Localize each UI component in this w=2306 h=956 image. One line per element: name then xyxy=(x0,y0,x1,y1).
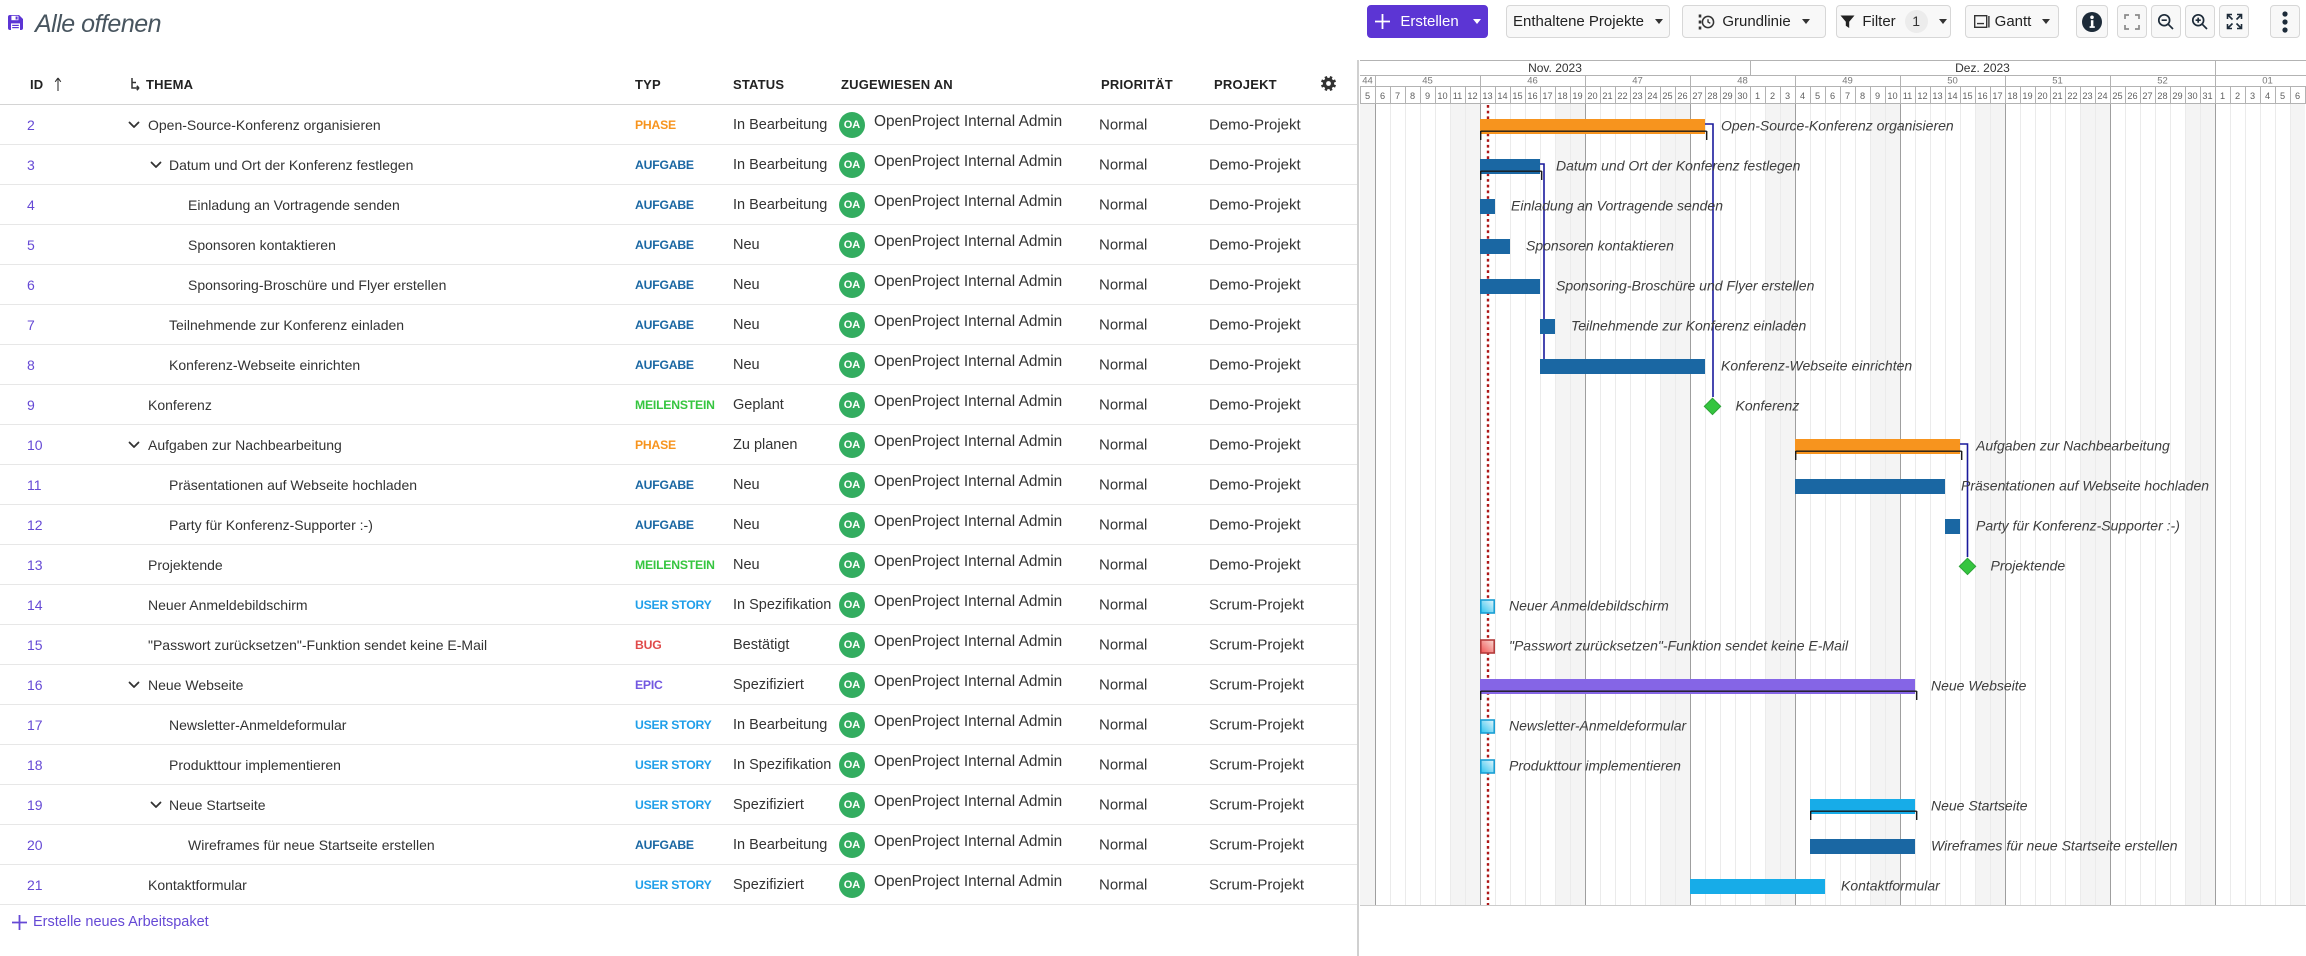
svg-text:12: 12 xyxy=(1917,91,1927,101)
svg-text:5: 5 xyxy=(1815,91,1820,101)
svg-text:24: 24 xyxy=(2097,91,2107,101)
svg-text:6: 6 xyxy=(2295,91,2300,101)
svg-text:3: 3 xyxy=(1785,91,1790,101)
svg-text:18: 18 xyxy=(2007,91,2017,101)
svg-text:18: 18 xyxy=(1557,91,1567,101)
svg-text:1: 1 xyxy=(1755,91,1760,101)
svg-text:12: 12 xyxy=(1467,91,1477,101)
svg-text:30: 30 xyxy=(1737,91,1747,101)
svg-text:Neue Startseite: Neue Startseite xyxy=(1931,798,2028,814)
svg-text:14: 14 xyxy=(1497,91,1507,101)
svg-text:15: 15 xyxy=(1512,91,1522,101)
svg-text:Kontaktformular: Kontaktformular xyxy=(1841,878,1941,894)
svg-text:44: 44 xyxy=(1362,76,1373,87)
svg-text:26: 26 xyxy=(2127,91,2137,101)
svg-text:2: 2 xyxy=(1770,91,1775,101)
svg-text:16: 16 xyxy=(1977,91,1987,101)
svg-text:52: 52 xyxy=(2157,76,2168,87)
svg-text:Konferenz-Webseite einrichten: Konferenz-Webseite einrichten xyxy=(1721,358,1912,374)
svg-text:5: 5 xyxy=(2280,91,2285,101)
svg-text:17: 17 xyxy=(1992,91,2002,101)
svg-text:15: 15 xyxy=(1962,91,1972,101)
svg-text:7: 7 xyxy=(1845,91,1850,101)
svg-text:"Passwort zurücksetzen"-Funkti: "Passwort zurücksetzen"-Funktion sendet … xyxy=(1509,638,1849,654)
svg-text:9: 9 xyxy=(1425,91,1430,101)
svg-text:Sponsoring-Broschüre und Flyer: Sponsoring-Broschüre und Flyer erstellen xyxy=(1556,278,1815,294)
svg-text:25: 25 xyxy=(2112,91,2122,101)
svg-text:23: 23 xyxy=(1632,91,1642,101)
svg-text:01: 01 xyxy=(2262,76,2273,87)
svg-text:8: 8 xyxy=(1860,91,1865,101)
svg-text:Produkttour implementieren: Produkttour implementieren xyxy=(1509,758,1681,774)
svg-text:17: 17 xyxy=(1542,91,1552,101)
svg-text:Wireframes für neue Startseite: Wireframes für neue Startseite erstellen xyxy=(1931,838,2178,854)
svg-text:46: 46 xyxy=(1527,76,1538,87)
svg-text:25: 25 xyxy=(1662,91,1672,101)
svg-text:Teilnehmende zur Konferenz ein: Teilnehmende zur Konferenz einladen xyxy=(1571,318,1807,334)
svg-text:14: 14 xyxy=(1947,91,1957,101)
svg-text:Konferenz: Konferenz xyxy=(1736,398,1800,414)
svg-text:Neuer Anmeldebildschirm: Neuer Anmeldebildschirm xyxy=(1509,598,1669,614)
svg-text:27: 27 xyxy=(1692,91,1702,101)
svg-text:Datum und Ort der Konferenz fe: Datum und Ort der Konferenz festlegen xyxy=(1556,158,1801,174)
svg-text:6: 6 xyxy=(1380,91,1385,101)
svg-text:30: 30 xyxy=(2187,91,2197,101)
svg-text:Party für Konferenz-Supporter: Party für Konferenz-Supporter :-) xyxy=(1976,518,2180,534)
svg-text:Präsentationen auf Webseite ho: Präsentationen auf Webseite hochladen xyxy=(1961,478,2209,494)
svg-text:Neue Webseite: Neue Webseite xyxy=(1931,678,2027,694)
svg-text:47: 47 xyxy=(1632,76,1643,87)
svg-text:Dez. 2023: Dez. 2023 xyxy=(1955,61,2010,75)
svg-text:5: 5 xyxy=(1365,91,1370,101)
svg-text:24: 24 xyxy=(1647,91,1657,101)
svg-text:Newsletter-Anmeldeformular: Newsletter-Anmeldeformular xyxy=(1509,718,1687,734)
svg-text:20: 20 xyxy=(2037,91,2047,101)
svg-text:29: 29 xyxy=(2172,91,2182,101)
svg-text:Einladung an Vortragende sende: Einladung an Vortragende senden xyxy=(1511,198,1723,214)
svg-text:10: 10 xyxy=(1437,91,1447,101)
svg-text:22: 22 xyxy=(2067,91,2077,101)
svg-text:13: 13 xyxy=(1482,91,1492,101)
svg-text:13: 13 xyxy=(1932,91,1942,101)
svg-text:Nov. 2023: Nov. 2023 xyxy=(1528,61,1582,75)
svg-text:48: 48 xyxy=(1737,76,1748,87)
svg-text:10: 10 xyxy=(1887,91,1897,101)
svg-text:31: 31 xyxy=(2202,91,2212,101)
svg-text:11: 11 xyxy=(1453,91,1463,101)
svg-text:29: 29 xyxy=(1722,91,1732,101)
svg-text:16: 16 xyxy=(1527,91,1537,101)
svg-text:3: 3 xyxy=(2250,91,2255,101)
svg-text:7: 7 xyxy=(1395,91,1400,101)
svg-text:1: 1 xyxy=(2220,91,2225,101)
svg-text:Projektende: Projektende xyxy=(1991,558,2066,574)
svg-text:20: 20 xyxy=(1587,91,1597,101)
svg-text:49: 49 xyxy=(1842,76,1853,87)
svg-text:51: 51 xyxy=(2052,76,2063,87)
svg-text:Aufgaben zur Nachbearbeitung: Aufgaben zur Nachbearbeitung xyxy=(1975,438,2170,454)
svg-text:21: 21 xyxy=(1602,91,1612,101)
svg-text:22: 22 xyxy=(1617,91,1627,101)
svg-text:19: 19 xyxy=(2022,91,2032,101)
svg-text:6: 6 xyxy=(1830,91,1835,101)
svg-text:28: 28 xyxy=(1707,91,1717,101)
svg-text:50: 50 xyxy=(1947,76,1958,87)
svg-text:9: 9 xyxy=(1875,91,1880,101)
svg-text:28: 28 xyxy=(2157,91,2167,101)
svg-text:21: 21 xyxy=(2052,91,2062,101)
svg-text:23: 23 xyxy=(2082,91,2092,101)
svg-text:4: 4 xyxy=(1800,91,1805,101)
svg-text:Sponsoren kontaktieren: Sponsoren kontaktieren xyxy=(1526,238,1674,254)
svg-text:27: 27 xyxy=(2142,91,2152,101)
svg-text:26: 26 xyxy=(1677,91,1687,101)
svg-text:19: 19 xyxy=(1572,91,1582,101)
svg-text:2: 2 xyxy=(2235,91,2240,101)
svg-text:8: 8 xyxy=(1410,91,1415,101)
svg-text:11: 11 xyxy=(1903,91,1913,101)
svg-text:45: 45 xyxy=(1422,76,1433,87)
svg-text:Open-Source-Konferenz organisi: Open-Source-Konferenz organisieren xyxy=(1721,118,1954,134)
svg-text:4: 4 xyxy=(2265,91,2270,101)
